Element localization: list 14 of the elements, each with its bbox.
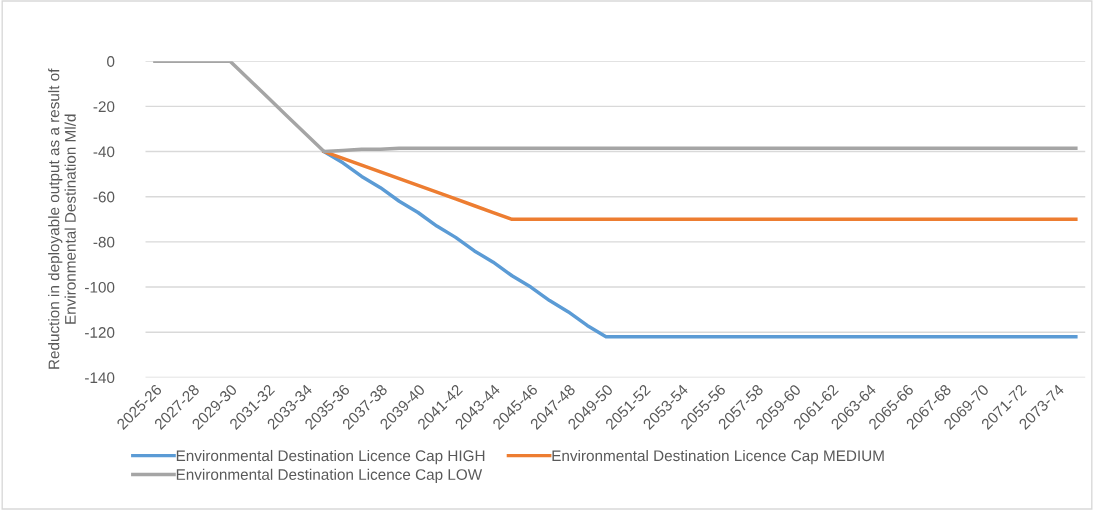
legend-label: Environmental Destination Licence Cap LOW (176, 468, 483, 483)
line-series (153, 61, 1078, 154)
y-axis-title: Reduction in deployable output as a result of Environmental Destination Ml/d (48, 68, 76, 369)
y-tick-label: -80 (93, 236, 115, 248)
line-series (322, 149, 1078, 222)
y-tick-label: -20 (93, 101, 115, 113)
y-tick-label: -120 (85, 327, 115, 338)
y-tick-label: 0 (107, 56, 115, 67)
y-tick-label: -140 (85, 372, 115, 384)
y-tick-label: -40 (93, 146, 115, 158)
legend-label: Environmental Destination Licence Cap HIGH (176, 449, 485, 465)
y-tick-label: -60 (93, 191, 115, 203)
y-tick-label: -100 (85, 281, 115, 293)
legend-label: Environmental Destination Licence Cap MEDIUM (552, 449, 884, 465)
